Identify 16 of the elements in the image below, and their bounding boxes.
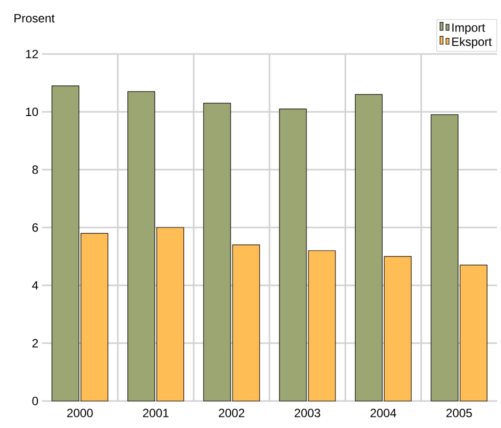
x-tick-label: 2005 [446,408,472,418]
y-tick-label: 12 [26,50,38,58]
y-tick-label: 4 [32,281,38,290]
x-tick-label: 2000 [67,408,93,418]
legend-label: Import [452,23,486,34]
y-axis-title: Prosent [14,14,55,22]
y-tick-label: 6 [32,223,38,232]
x-tick-label: 2001 [143,408,168,418]
y-tick-label: 0 [32,396,38,406]
y-tick-label: 10 [26,108,38,116]
y-tick-label: 8 [32,165,38,174]
x-tick-label: 2004 [370,408,396,418]
x-tick-label: 2002 [218,408,244,418]
legend-label: Eksport [452,37,492,48]
y-tick-label: 2 [32,338,38,348]
x-tick-label: 2003 [294,408,320,418]
